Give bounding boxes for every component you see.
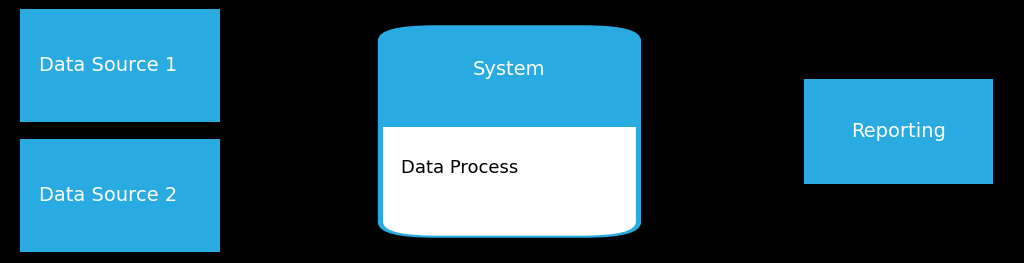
- FancyBboxPatch shape: [379, 26, 640, 237]
- FancyBboxPatch shape: [383, 113, 636, 236]
- FancyBboxPatch shape: [383, 110, 636, 127]
- FancyBboxPatch shape: [20, 139, 220, 252]
- Text: System: System: [473, 60, 546, 79]
- Text: Data Source 2: Data Source 2: [39, 186, 177, 205]
- Text: Reporting: Reporting: [851, 122, 946, 141]
- Text: Data Source 1: Data Source 1: [39, 56, 177, 75]
- FancyBboxPatch shape: [804, 79, 993, 184]
- Text: Data Process: Data Process: [401, 159, 519, 177]
- FancyBboxPatch shape: [20, 9, 220, 122]
